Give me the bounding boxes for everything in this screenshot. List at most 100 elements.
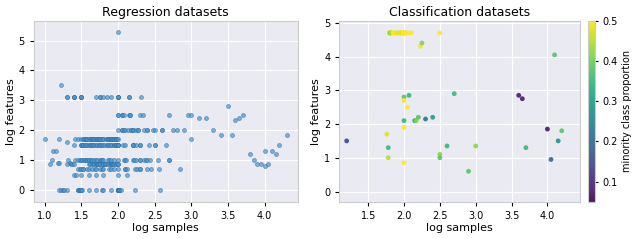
Point [125, 113, 136, 117]
Point [201, 116, 211, 120]
Point [76, 188, 86, 192]
Point [95, 95, 105, 99]
Point [77, 158, 87, 162]
Point [116, 128, 127, 132]
Point [92, 158, 102, 162]
Point [58, 188, 68, 192]
Point [383, 156, 394, 160]
Point [111, 137, 122, 141]
Point [95, 137, 106, 141]
Point [56, 188, 67, 192]
Point [164, 158, 174, 162]
Point [123, 128, 133, 132]
X-axis label: log samples: log samples [132, 223, 199, 234]
Point [113, 188, 123, 192]
Point [135, 158, 145, 162]
Point [104, 143, 115, 147]
Point [110, 143, 120, 147]
Point [93, 137, 103, 141]
Point [86, 163, 97, 166]
Point [79, 137, 90, 141]
Point [399, 31, 409, 35]
Point [399, 161, 409, 165]
Point [403, 31, 413, 35]
Point [124, 113, 134, 117]
Point [127, 143, 138, 147]
Point [98, 137, 108, 141]
Point [91, 188, 101, 192]
Point [399, 31, 409, 35]
Point [111, 143, 122, 147]
Point [90, 163, 100, 166]
Point [420, 117, 431, 121]
Point [396, 31, 406, 35]
Point [102, 137, 112, 141]
Point [186, 113, 196, 117]
Point [91, 137, 101, 141]
Point [83, 163, 93, 166]
Point [80, 137, 90, 141]
Point [85, 137, 95, 141]
Point [69, 95, 79, 99]
Point [113, 95, 123, 99]
Point [90, 137, 100, 141]
Point [396, 31, 406, 35]
Point [131, 158, 141, 162]
Point [69, 174, 79, 177]
Point [90, 167, 100, 171]
Point [116, 113, 127, 117]
Point [399, 31, 409, 35]
Point [150, 128, 160, 132]
Point [113, 188, 123, 192]
Point [103, 158, 113, 162]
Point [143, 143, 154, 147]
Point [230, 118, 241, 121]
Point [259, 164, 269, 168]
Point [133, 128, 143, 132]
Point [92, 163, 102, 166]
Point [113, 188, 123, 192]
Point [47, 149, 58, 153]
Point [385, 31, 395, 35]
Point [112, 137, 122, 141]
Point [100, 163, 110, 166]
Point [150, 143, 160, 147]
Point [120, 158, 131, 162]
Point [227, 133, 237, 136]
Point [76, 143, 86, 147]
Point [223, 104, 233, 108]
Point [282, 133, 292, 136]
Point [383, 146, 394, 150]
Point [76, 95, 86, 99]
Point [274, 143, 284, 147]
Point [142, 167, 152, 171]
Point [175, 167, 186, 171]
Point [399, 95, 409, 99]
Point [234, 116, 244, 120]
Y-axis label: log features: log features [6, 78, 15, 145]
Point [104, 137, 115, 141]
Point [139, 158, 149, 162]
Point [428, 115, 438, 119]
Point [517, 97, 527, 101]
Point [267, 149, 277, 153]
Point [113, 188, 123, 192]
Point [164, 113, 174, 117]
Point [113, 95, 123, 99]
Point [92, 143, 102, 147]
Point [85, 143, 95, 147]
Point [106, 143, 116, 147]
Point [83, 137, 93, 141]
Point [61, 188, 72, 192]
Point [463, 169, 474, 173]
Point [77, 188, 87, 192]
Point [107, 163, 117, 166]
Point [514, 93, 524, 97]
Point [69, 95, 79, 99]
Point [86, 137, 97, 141]
Point [81, 158, 91, 162]
Point [54, 188, 65, 192]
Point [83, 167, 93, 171]
Point [113, 143, 123, 147]
Point [75, 158, 85, 162]
